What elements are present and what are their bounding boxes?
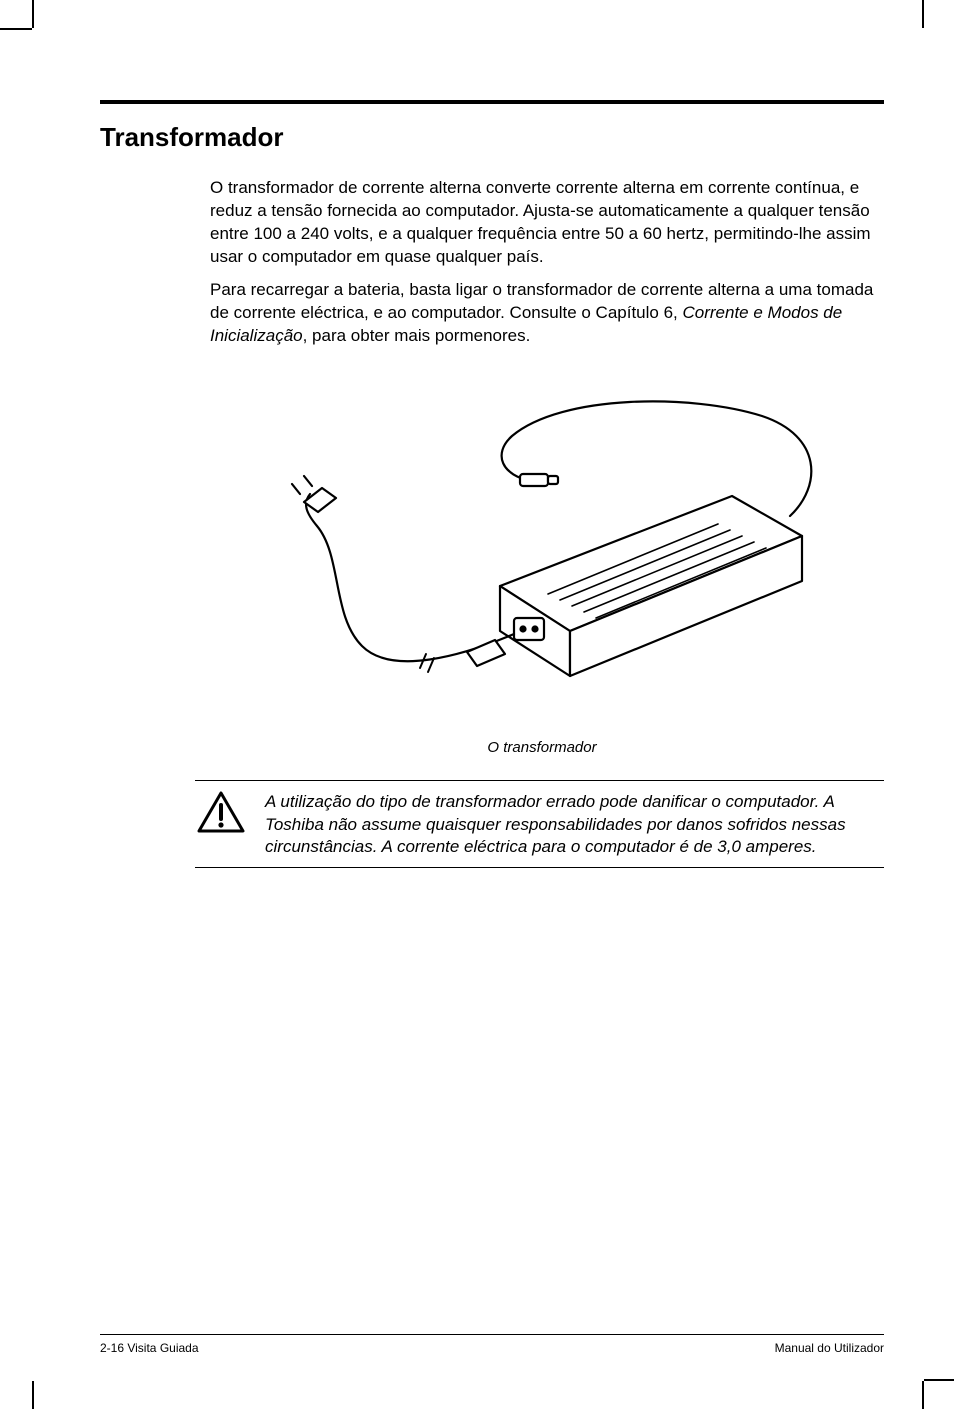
adapter-body [500,496,802,676]
footer-right: Manual do Utilizador [775,1341,884,1355]
dc-cable [502,401,812,516]
figure: O transformador [210,376,874,756]
warning-text: A utilização do tipo de transformador er… [265,789,884,860]
paragraph-1: O transformador de corrente alterna conv… [210,177,874,269]
figure-caption: O transformador [210,739,874,756]
footer-rule [100,1334,884,1335]
p2-post: , para obter mais pormenores. [303,326,531,345]
footer: 2-16 Visita Guiada Manual do Utilizador [100,1334,884,1355]
warning-icon [195,789,247,837]
adapter-illustration [262,376,822,726]
crop-mark [922,1381,924,1409]
crop-mark [922,0,924,28]
wall-plug [292,476,336,512]
crop-mark [0,28,32,30]
section-heading: Transformador [100,122,884,153]
warning-block: A utilização do tipo de transformador er… [195,780,884,869]
ac-cable [306,494,514,661]
crop-mark [32,1381,34,1409]
page: Transformador O transformador de corrent… [0,0,954,1409]
dc-plug [520,474,558,486]
top-rule [100,100,884,104]
crop-mark [32,0,34,28]
paragraph-2: Para recarregar a bateria, basta ligar o… [210,279,874,348]
body-column: O transformador de corrente alterna conv… [210,177,874,756]
footer-left: 2-16 Visita Guiada [100,1341,199,1355]
crop-mark [924,1379,954,1381]
ac-connector [467,640,505,666]
